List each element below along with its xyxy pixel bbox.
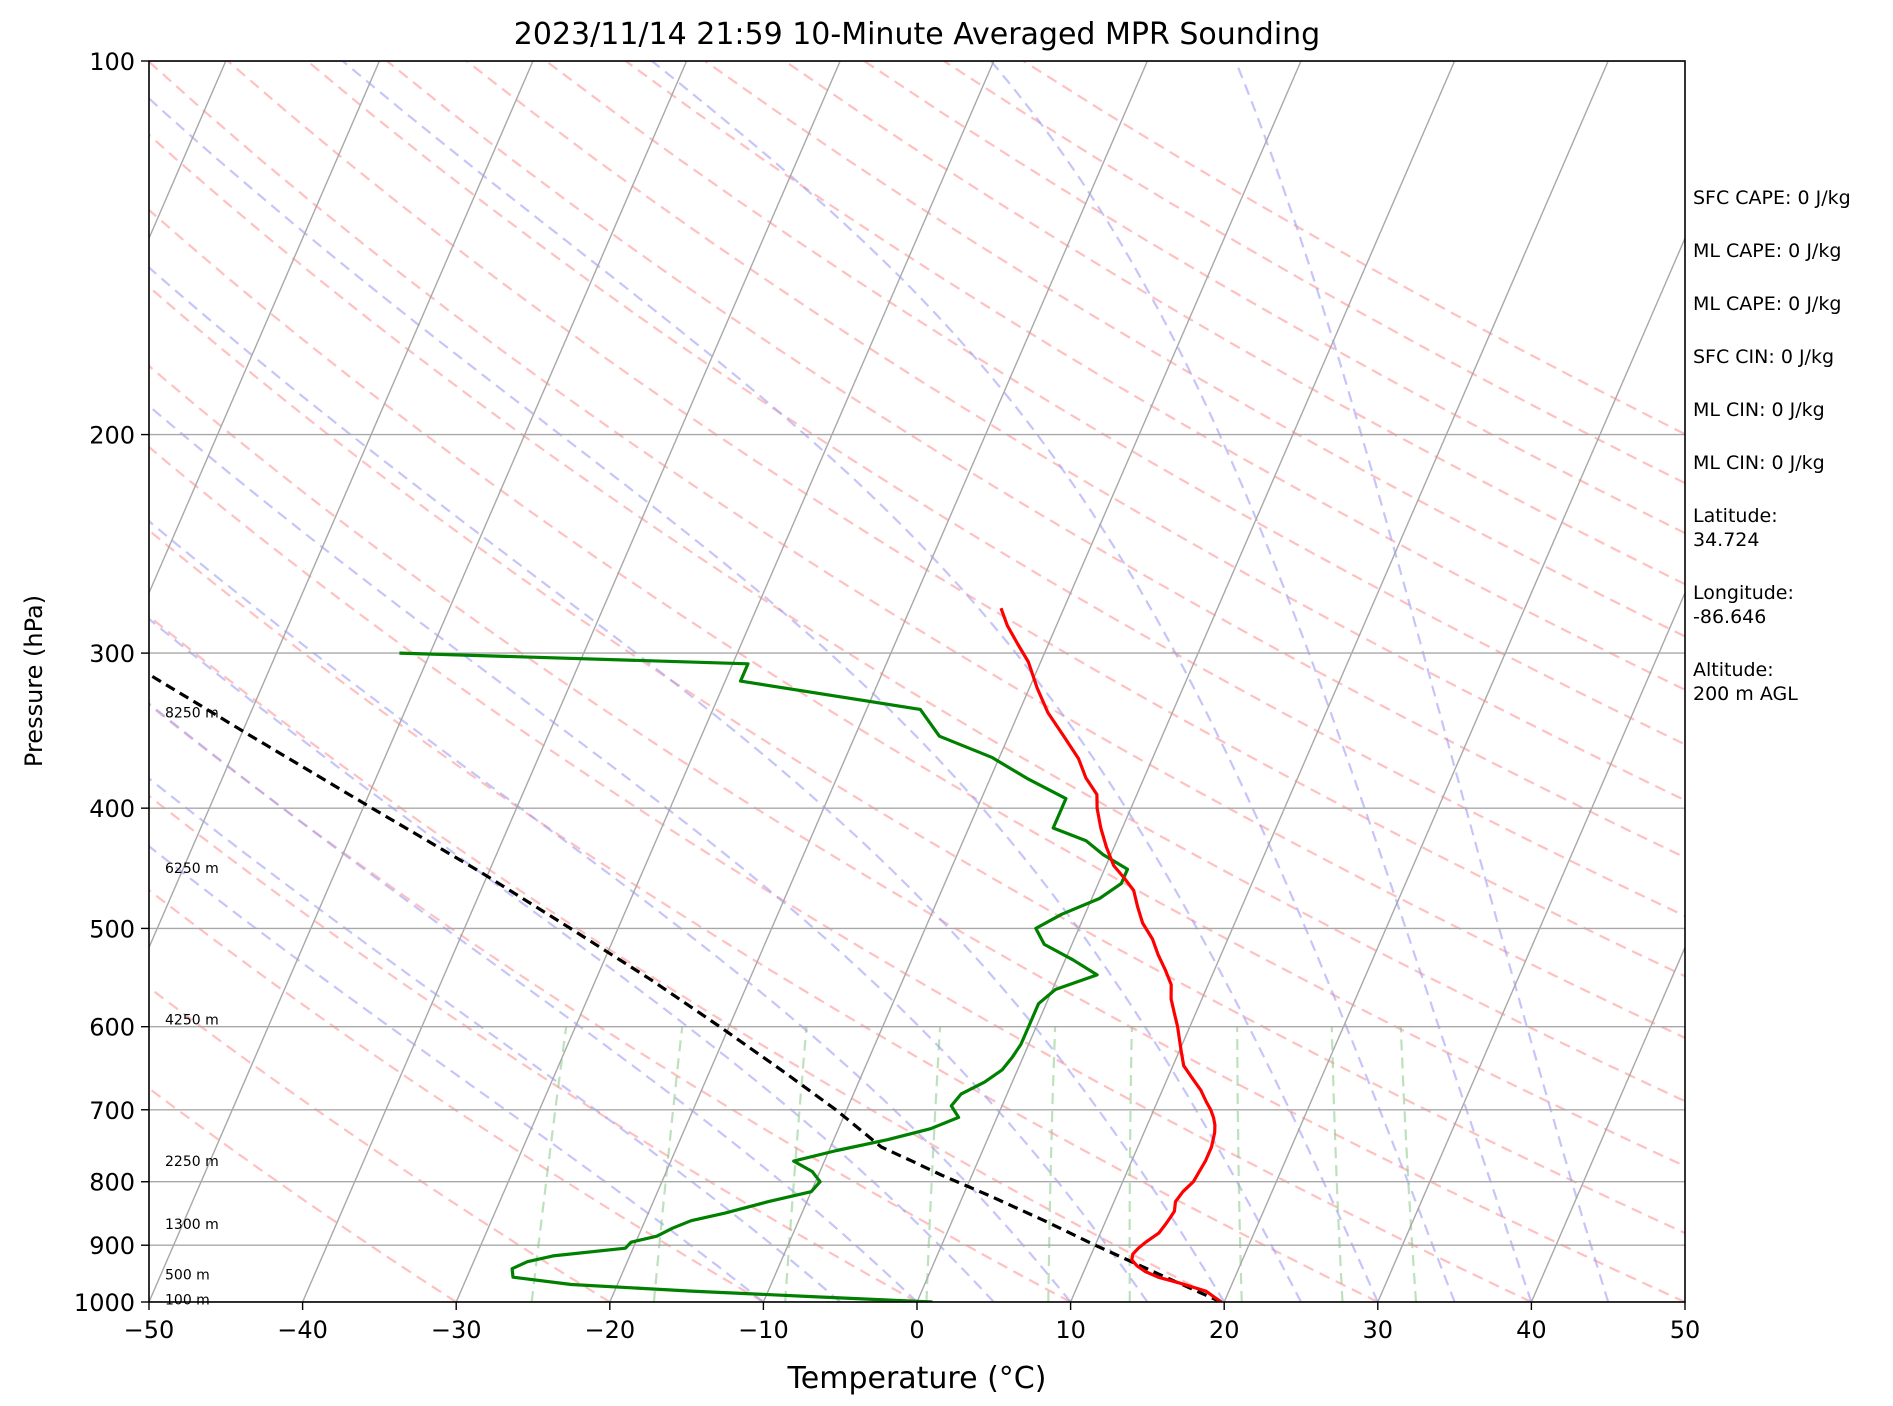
moist-adiabat <box>149 519 1072 1302</box>
dry-adiabat <box>306 61 1685 918</box>
background-lines <box>149 61 1685 1302</box>
x-tick-label: 0 <box>909 1316 924 1344</box>
y-tick-label: 300 <box>89 640 135 668</box>
height-label: 1300 m <box>165 1217 219 1233</box>
stat-altitude: Altitude: 200 m AGL <box>1693 659 1798 705</box>
y-axis-label: Pressure (hPa) <box>20 595 48 767</box>
dry-adiabat <box>149 208 1685 1168</box>
mixing-ratio-line <box>1128 1026 1133 1302</box>
mixing-ratio-line <box>925 1026 942 1302</box>
isotherm <box>916 61 1456 1302</box>
x-tick-label: 50 <box>1670 1316 1701 1344</box>
x-axis-label: Temperature (°C) <box>787 1361 1047 1396</box>
y-tick-label: 800 <box>89 1169 135 1197</box>
dry-adiabat <box>149 703 1072 1302</box>
stat-ml-cape-2: ML CAPE: 0 J/kg <box>1693 293 1842 315</box>
stat-ml-cape: ML CAPE: 0 J/kg <box>1693 240 1842 262</box>
height-label: 6250 m <box>165 861 219 877</box>
isotherm <box>762 61 1302 1302</box>
sounding-stats: SFC CAPE: 0 J/kg ML CAPE: 0 J/kg ML CAPE… <box>1693 186 1888 735</box>
dry-adiabat <box>149 61 1685 1040</box>
mixing-ratio-line <box>1047 1026 1057 1302</box>
dewpoint-line <box>399 651 1130 1302</box>
x-tick-label: 30 <box>1363 1316 1394 1344</box>
dry-adiabat <box>149 888 764 1302</box>
height-label: 8250 m <box>165 706 219 722</box>
isotherm <box>1530 945 1685 1302</box>
y-tick-label: 100 <box>89 48 135 76</box>
x-tick-label: −10 <box>738 1316 789 1344</box>
height-label: 500 m <box>165 1267 210 1283</box>
dry-adiabat <box>704 61 1685 638</box>
stat-sfc-cin: SFC CIN: 0 J/kg <box>1693 346 1835 368</box>
x-tick-label: −20 <box>584 1316 635 1344</box>
moist-adiabat <box>149 96 1302 1302</box>
mixing-ratio-line <box>1330 1026 1344 1302</box>
moist-adiabat <box>651 61 1456 1302</box>
x-tick-label: −40 <box>277 1316 328 1344</box>
moist-adiabat <box>149 617 995 1302</box>
y-tick-label: 700 <box>89 1097 135 1125</box>
dry-adiabat <box>465 61 1685 802</box>
dry-adiabat <box>624 61 1685 692</box>
temperature-line <box>999 607 1223 1302</box>
mixing-ratio-line <box>1399 1026 1418 1302</box>
moist-adiabat <box>1234 61 1610 1302</box>
stat-ml-cin: ML CIN: 0 J/kg <box>1693 399 1825 421</box>
isotherm <box>149 61 534 950</box>
mixing-ratio-line <box>530 1026 568 1302</box>
mixing-ratio-line <box>652 1026 684 1302</box>
isotherm <box>1377 591 1685 1302</box>
dry-adiabat <box>149 133 1685 1103</box>
y-tick-label: 900 <box>89 1232 135 1260</box>
stat-longitude: Longitude: -86.646 <box>1693 582 1794 628</box>
height-labels: 100 m 500 m 1300 m 2250 m 4250 m 6250 m 8250 m <box>165 706 219 1309</box>
moist-adiabat <box>149 702 918 1302</box>
height-label: 4250 m <box>165 1012 219 1028</box>
dry-adiabat <box>149 364 1685 1302</box>
isotherm <box>1223 236 1685 1302</box>
moist-adiabat <box>149 404 1149 1302</box>
y-tick-label: 600 <box>89 1014 135 1042</box>
height-label: 100 m <box>165 1292 210 1308</box>
dry-adiabat <box>149 986 611 1302</box>
isotherm <box>609 61 1149 1302</box>
stat-sfc-cape: SFC CAPE: 0 J/kg <box>1693 187 1851 209</box>
height-label: 2250 m <box>165 1154 219 1170</box>
chart-title: 2023/11/14 21:59 10-Minute Averaged MPR … <box>514 17 1320 52</box>
series-lines <box>149 607 1223 1302</box>
isotherm <box>1069 61 1609 1302</box>
isotherm <box>301 61 841 1302</box>
x-tick-label: −50 <box>124 1316 175 1344</box>
moist-adiabat <box>990 61 1533 1302</box>
y-tick-label: 500 <box>89 915 135 943</box>
y-tick-label: 200 <box>89 422 135 450</box>
y-tick-label: 1000 <box>74 1289 135 1317</box>
moist-adiabat <box>341 61 1379 1302</box>
x-tick-label: −30 <box>431 1316 482 1344</box>
dry-adiabat <box>149 445 1532 1302</box>
stat-latitude: Latitude: 34.724 <box>1693 505 1778 551</box>
moist-adiabat <box>149 844 765 1302</box>
moist-adiabat <box>149 266 1226 1302</box>
parcel-profile-line <box>149 672 1222 1302</box>
dry-adiabat <box>149 285 1685 1235</box>
isotherm <box>455 61 995 1302</box>
dry-adiabat <box>149 528 1379 1302</box>
x-tick-label: 40 <box>1516 1316 1547 1344</box>
isotherm <box>149 61 381 595</box>
y-tick-label: 400 <box>89 795 135 823</box>
isotherm <box>149 61 688 1302</box>
x-tick-label: 10 <box>1055 1316 1086 1344</box>
x-tick-label: 20 <box>1209 1316 1240 1344</box>
mixing-ratio-line <box>784 1026 808 1302</box>
dry-adiabat <box>149 614 1225 1302</box>
axes: −50 −40 −30 −20 −10 0 10 20 30 40 50 1000 900 800 700 6… <box>74 48 1700 1344</box>
stat-ml-cin-2: ML CIN: 0 J/kg <box>1693 452 1825 474</box>
